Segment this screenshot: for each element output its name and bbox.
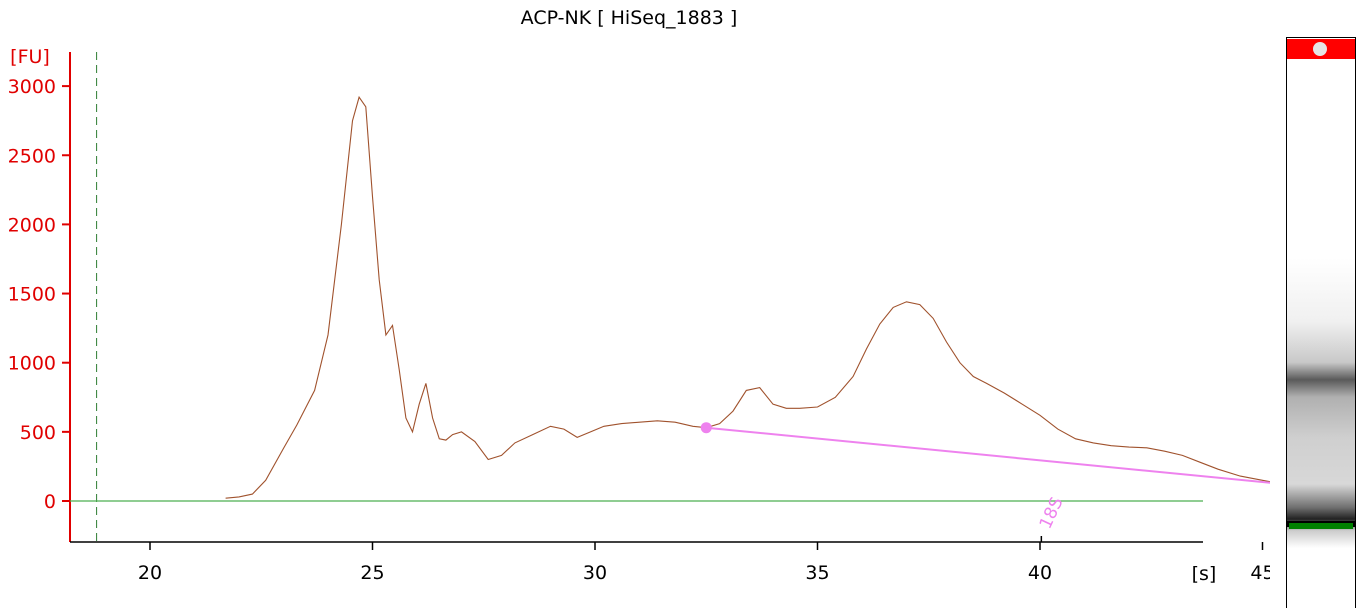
gel-lane <box>1287 258 1355 548</box>
electropherogram-chart: ACP-NK [ HiSeq_1883 ] [FU] [s] 0 500 1000 1… <box>8 7 1270 585</box>
y-tick-label: 1500 <box>8 284 56 306</box>
x-tick-label: 25 <box>360 562 384 584</box>
chart-title: ACP-NK [ HiSeq_1883 ] <box>521 7 738 29</box>
y-tick-label: 2000 <box>8 214 56 236</box>
x-tick-label: 20 <box>138 562 162 584</box>
gel-lower-marker <box>1289 523 1353 529</box>
integration-line <box>700 422 1270 484</box>
y-tick-label: 3000 <box>8 76 56 98</box>
x-axis-label: [s] <box>1192 563 1217 585</box>
y-tick-label: 2500 <box>8 145 56 167</box>
marker-dot-icon <box>1313 42 1327 56</box>
integration-segment <box>706 426 1270 484</box>
y-tick-label: 500 <box>20 422 56 444</box>
gel-top-marker-bar <box>1287 39 1355 59</box>
trace-series <box>225 95 1270 499</box>
integration-point <box>700 422 712 434</box>
axes: 0500100015002000250030002025303540455055… <box>8 52 1270 584</box>
x-tick-label: 30 <box>583 562 607 584</box>
y-tick-label: 1000 <box>8 353 56 375</box>
window-lines <box>96 52 98 542</box>
gel-band-gradient <box>1287 258 1355 548</box>
x-tick-label: 45 <box>1250 562 1270 584</box>
x-tick-label: 35 <box>805 562 829 584</box>
trace-line <box>225 95 1270 499</box>
y-axis-label: [FU] <box>10 46 50 68</box>
x-tick-label: 40 <box>1028 562 1052 584</box>
y-tick-label: 0 <box>44 491 56 513</box>
gel-lane-panel <box>1286 37 1356 608</box>
annotation-label: 18S <box>1036 494 1068 532</box>
